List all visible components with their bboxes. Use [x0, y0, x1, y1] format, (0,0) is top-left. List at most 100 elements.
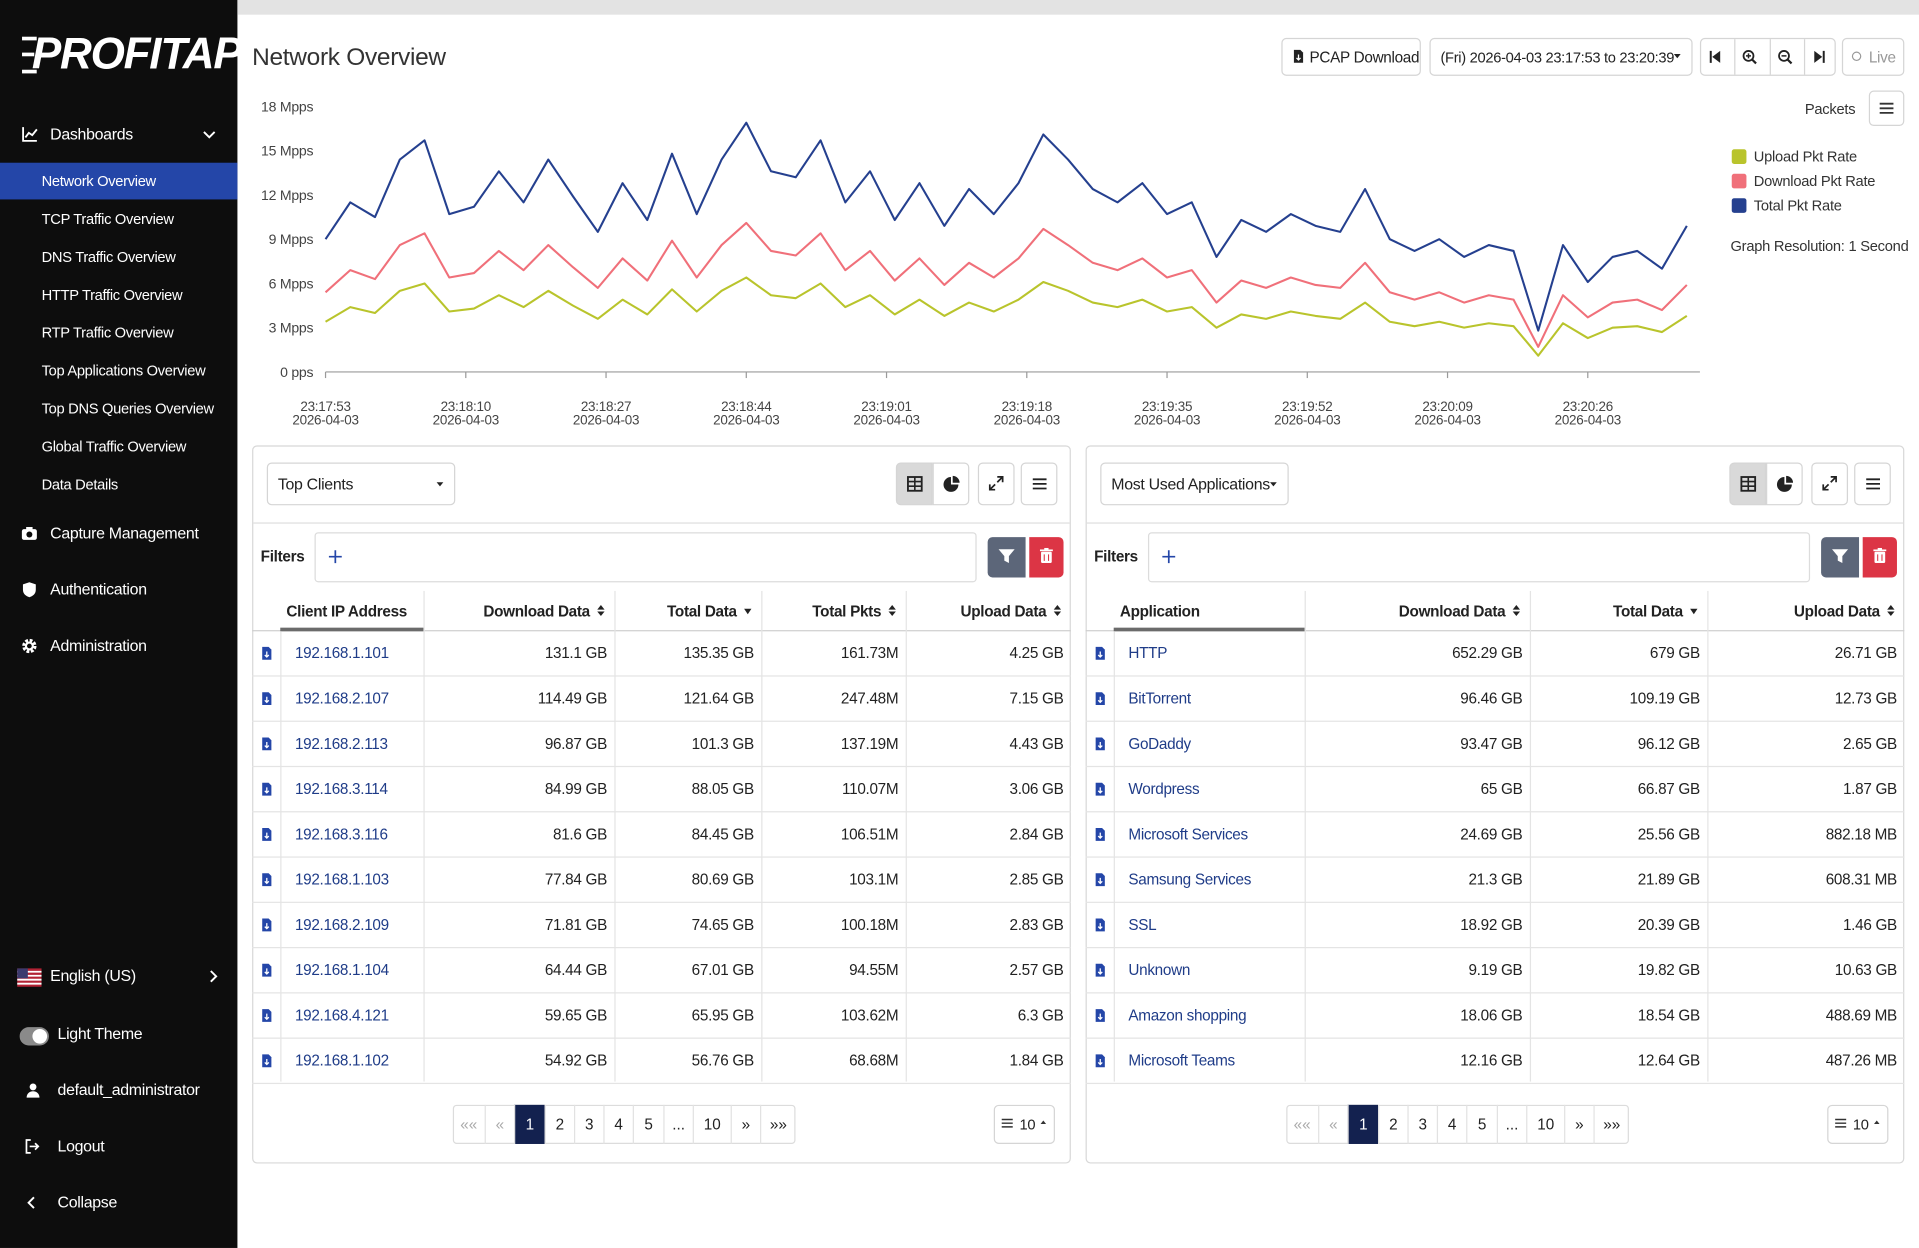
logout[interactable]: Logout: [57, 1136, 105, 1155]
page-button[interactable]: 3: [573, 1104, 603, 1144]
menu-section[interactable]: Authentication: [50, 579, 147, 599]
cell-link[interactable]: Amazon shopping: [1128, 1006, 1247, 1025]
column-header[interactable]: Total Data: [1613, 603, 1683, 621]
column-header[interactable]: Application: [1119, 603, 1200, 621]
cell-link[interactable]: 192.168.2.113: [294, 735, 388, 753]
page-button[interactable]: ««: [1293, 1115, 1311, 1133]
column-header[interactable]: Client IP Address: [286, 603, 408, 621]
view-table[interactable]: [895, 462, 933, 506]
cell-link[interactable]: 192.168.1.102: [294, 1052, 389, 1070]
user[interactable]: default_administrator: [57, 1080, 200, 1099]
collapse[interactable]: Collapse: [57, 1192, 118, 1212]
cell-link[interactable]: 192.168.2.109: [294, 916, 389, 934]
page-button[interactable]: »»: [1593, 1104, 1628, 1144]
selector-label[interactable]: Top Clients: [277, 474, 354, 494]
page-button[interactable]: 3: [1407, 1104, 1436, 1144]
expand-button[interactable]: [977, 462, 1015, 506]
menu-item[interactable]: HTTP Traffic Overview: [41, 286, 183, 304]
pcap-button[interactable]: [1281, 37, 1421, 76]
page-size-label[interactable]: 10: [1852, 1115, 1869, 1133]
live-label[interactable]: Live: [1868, 48, 1896, 67]
menu-item[interactable]: Top Applications Overview: [41, 362, 206, 380]
page-button[interactable]: 10: [692, 1104, 731, 1144]
cell-link[interactable]: 192.168.3.114: [294, 780, 388, 798]
table-selector[interactable]: [1100, 462, 1289, 506]
page-button[interactable]: 10: [1526, 1104, 1564, 1144]
menu-section[interactable]: Administration: [50, 636, 147, 655]
menu-button[interactable]: [1020, 462, 1058, 506]
cell-link[interactable]: SSL: [1128, 916, 1157, 934]
menu-dashboards[interactable]: Dashboards: [50, 124, 133, 144]
page-button[interactable]: ...: [1496, 1104, 1526, 1144]
menu-item[interactable]: Global Traffic Overview: [41, 438, 187, 456]
page-button[interactable]: 1: [514, 1104, 545, 1144]
cell-link[interactable]: 192.168.3.116: [294, 825, 388, 843]
caretD-shape: [1270, 482, 1277, 487]
page-button[interactable]: 4: [1436, 1104, 1466, 1144]
menu-item[interactable]: DNS Traffic Overview: [41, 248, 176, 266]
column-header[interactable]: Upload Data: [1793, 603, 1880, 621]
page-button[interactable]: »»: [760, 1104, 795, 1144]
cell-link[interactable]: 192.168.4.121: [294, 1006, 389, 1025]
cell-link[interactable]: 192.168.1.101: [294, 644, 389, 662]
cell-link[interactable]: Unknown: [1128, 961, 1191, 979]
theme[interactable]: Light Theme: [57, 1024, 143, 1043]
page-button[interactable]: ««: [460, 1115, 478, 1133]
menu-button[interactable]: [1854, 462, 1891, 506]
menu-item[interactable]: RTP Traffic Overview: [41, 324, 174, 342]
column-header[interactable]: Total Pkts: [812, 603, 882, 621]
filter-input[interactable]: [314, 532, 977, 583]
cell-link[interactable]: BitTorrent: [1128, 690, 1191, 708]
page-size[interactable]: [1827, 1104, 1889, 1144]
page-button[interactable]: 4: [603, 1104, 632, 1144]
column-header[interactable]: Total Data: [666, 603, 737, 621]
x-tick-label: 23:19:18: [1002, 399, 1052, 414]
cell-link[interactable]: 192.168.1.103: [294, 871, 389, 889]
column-header[interactable]: Download Data: [1398, 603, 1506, 621]
chart-shape: [24, 128, 38, 138]
page-button[interactable]: ...: [663, 1104, 692, 1144]
page-button[interactable]: «: [1318, 1104, 1347, 1144]
cell-link[interactable]: GoDaddy: [1128, 735, 1191, 753]
menu-section[interactable]: Capture Management: [50, 523, 199, 543]
page-button[interactable]: 2: [544, 1104, 574, 1144]
menu-item[interactable]: TCP Traffic Overview: [41, 210, 174, 228]
page-size[interactable]: [993, 1104, 1055, 1144]
page-button[interactable]: «: [484, 1104, 514, 1144]
cell: 18.54 GB: [1637, 1006, 1701, 1025]
page-button[interactable]: 5: [1466, 1104, 1497, 1144]
range-label[interactable]: (Fri) 2026-04-03 23:17:53 to 23:20:39: [1440, 48, 1675, 67]
cell-link[interactable]: HTTP: [1128, 644, 1168, 662]
cell-link[interactable]: Samsung Services: [1128, 871, 1252, 889]
zin-shape: [1746, 53, 1751, 59]
cell-link[interactable]: Wordpress: [1128, 780, 1200, 798]
column-header[interactable]: Upload Data: [960, 603, 1047, 621]
filter-input[interactable]: [1147, 532, 1811, 583]
language[interactable]: English (US): [50, 966, 136, 985]
first-shape: [1712, 50, 1721, 63]
selector-label[interactable]: Most Used Applications: [1111, 474, 1270, 494]
cell-link[interactable]: Microsoft Teams: [1128, 1052, 1235, 1070]
cell-link[interactable]: Microsoft Services: [1128, 825, 1248, 843]
menu-item[interactable]: Data Details: [41, 475, 119, 494]
expand-button[interactable]: [1811, 462, 1849, 506]
cell-link[interactable]: 192.168.2.107: [294, 690, 389, 708]
cell: 96.87 GB: [544, 735, 608, 753]
menu-item[interactable]: Network Overview: [41, 172, 157, 190]
nav-group[interactable]: [1699, 37, 1836, 76]
view-pie[interactable]: [1766, 462, 1803, 506]
gear-icon: [22, 638, 37, 654]
menu-item[interactable]: Top DNS Queries Overview: [41, 400, 215, 418]
table-selector[interactable]: [266, 462, 456, 506]
cell-link[interactable]: 192.168.1.104: [294, 961, 389, 979]
range-button[interactable]: [1429, 37, 1693, 76]
column-header[interactable]: Download Data: [483, 603, 590, 621]
page-button[interactable]: 5: [632, 1104, 664, 1144]
legend-label: Total Pkt Rate: [1754, 198, 1842, 214]
pcap-label[interactable]: PCAP Download: [1309, 48, 1420, 67]
page-button[interactable]: 2: [1378, 1104, 1407, 1144]
page-size-label[interactable]: 10: [1019, 1115, 1036, 1133]
page-button[interactable]: 1: [1347, 1104, 1379, 1144]
page-button[interactable]: »: [730, 1104, 760, 1144]
page-button[interactable]: »: [1564, 1104, 1593, 1144]
